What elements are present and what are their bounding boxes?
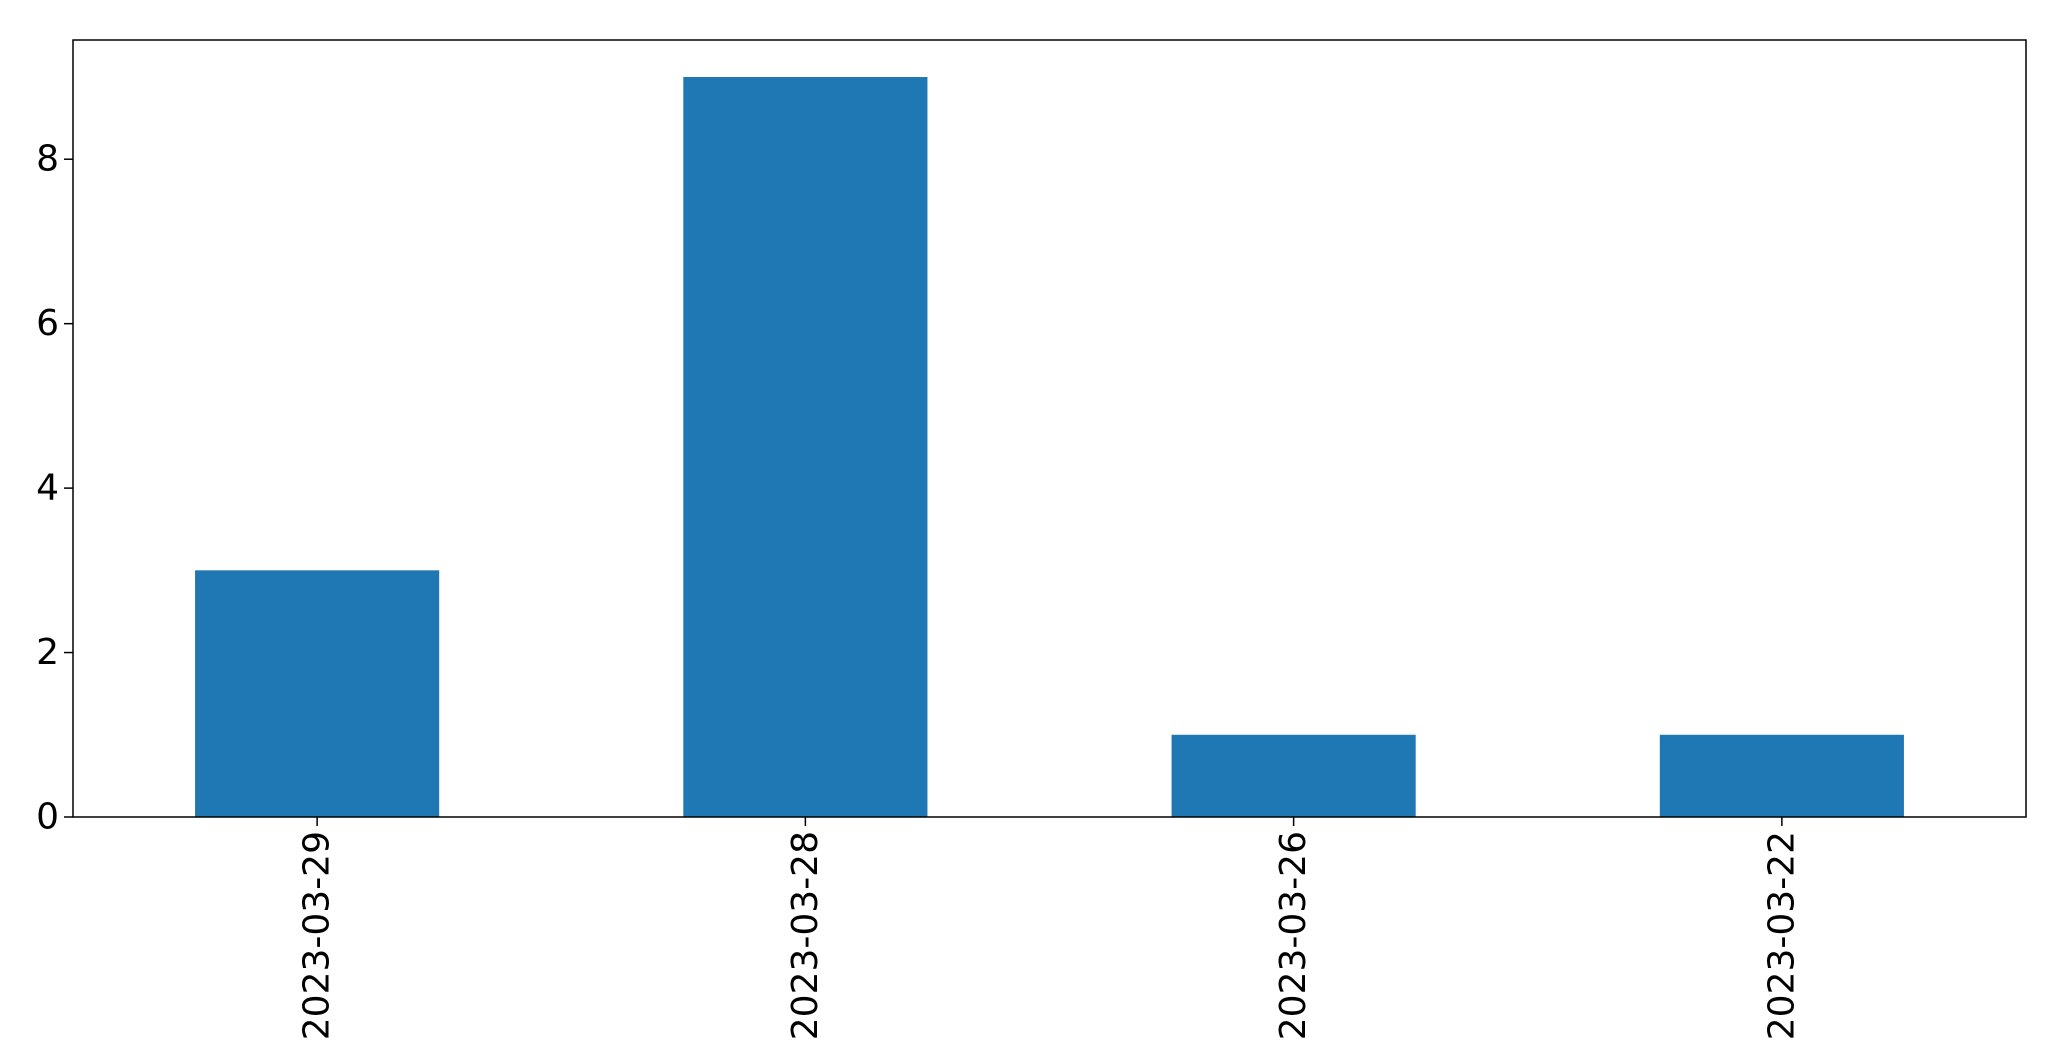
bar-2023-03-28 [683, 77, 928, 817]
y-tick-label: 4 [36, 468, 59, 509]
x-axis: 2023-03-29 2023-03-28 2023-03-26 2023-03-22 [297, 817, 1802, 1040]
bar-2023-03-22 [1659, 734, 1904, 817]
bar-2023-03-29 [195, 570, 440, 817]
y-tick-label: 0 [36, 797, 59, 838]
y-tick-label: 8 [36, 139, 59, 180]
x-tick-label: 2023-03-22 [1761, 831, 1802, 1040]
plot-frame [72, 39, 2027, 818]
x-tick-label: 2023-03-28 [785, 831, 826, 1040]
bars-group [195, 77, 1904, 817]
y-tick-label: 2 [36, 632, 59, 673]
x-tick-label: 2023-03-29 [297, 831, 338, 1040]
y-tick-label: 6 [36, 303, 59, 344]
x-tick-label: 2023-03-26 [1273, 831, 1314, 1040]
y-axis: 0 2 4 6 8 [36, 139, 73, 838]
bar-2023-03-26 [1171, 734, 1416, 817]
